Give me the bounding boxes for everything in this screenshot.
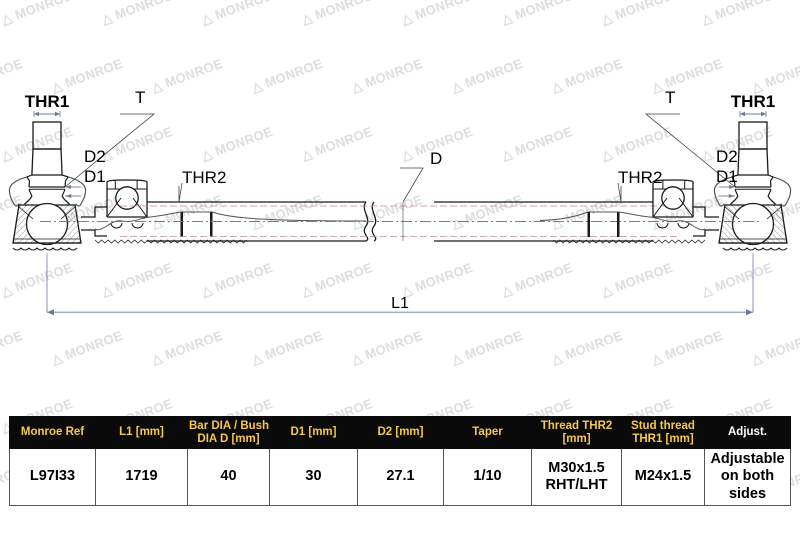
svg-text:D1: D1: [84, 167, 106, 186]
svg-text:D1: D1: [716, 167, 738, 186]
svg-text:T: T: [665, 88, 675, 107]
svg-text:THR2: THR2: [182, 168, 226, 187]
svg-text:L1: L1: [391, 295, 409, 312]
svg-text:THR2: THR2: [618, 168, 662, 187]
svg-text:T: T: [135, 88, 145, 107]
svg-text:D2: D2: [84, 147, 106, 166]
svg-text:D: D: [430, 149, 442, 168]
svg-text:THR1: THR1: [25, 92, 69, 111]
svg-text:D2: D2: [716, 147, 738, 166]
svg-text:THR1: THR1: [731, 92, 775, 111]
